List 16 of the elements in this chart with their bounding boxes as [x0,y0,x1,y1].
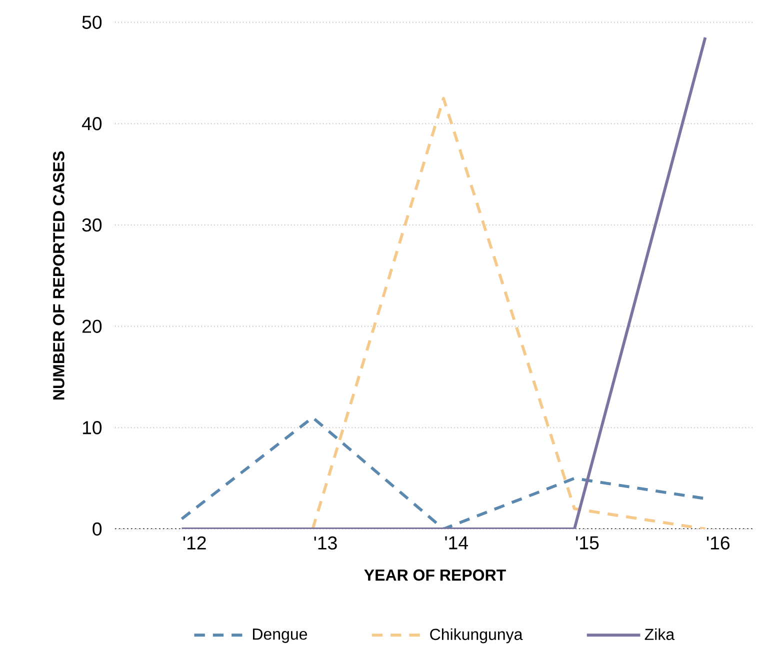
y-tick-label: 10 [82,420,102,434]
x-tick-label: '12 [183,536,206,550]
y-tick-label: 40 [82,116,102,130]
x-tick-label: '13 [314,536,337,550]
legend-label: Chikungunya [430,628,523,644]
y-tick-label: 30 [82,218,102,232]
legend-label: Dengue [253,628,308,643]
y-tick-label: 50 [82,16,102,29]
x-tick-label: '14 [445,536,468,550]
x-tick-label: '15 [576,536,599,550]
y-axis-title: NUMBER OF REPORTED CASES [53,151,64,400]
y-tick-label: 20 [82,320,102,333]
y-tick-label: 0 [92,522,102,536]
x-axis-title: YEAR OF REPORT [364,569,506,581]
legend-label: Zika [644,628,675,640]
x-tick-label: '16 [706,536,730,550]
